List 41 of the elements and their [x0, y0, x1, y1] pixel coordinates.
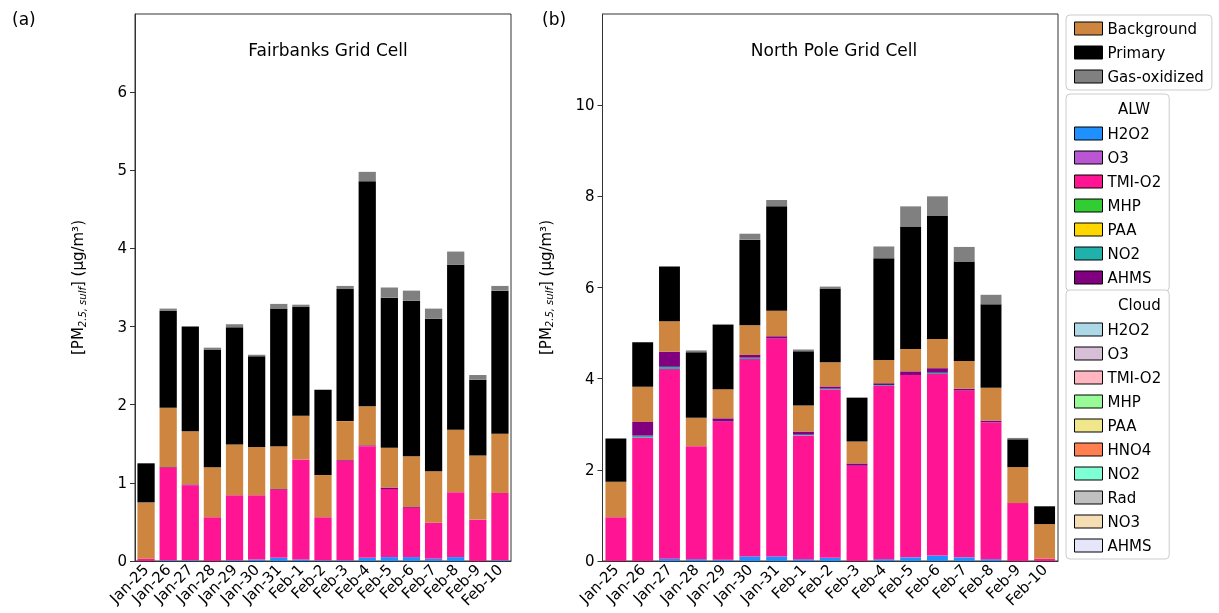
y-tick-label: 4	[584, 369, 595, 388]
legend-label: NO2	[1107, 464, 1141, 483]
legend-label: NO2	[1107, 244, 1141, 263]
legend-label: O3	[1107, 148, 1129, 167]
y-axis-title: [PM2.5, sulf] (µg/m³)	[69, 219, 88, 356]
text: Fairbanks Grid Cell	[248, 39, 408, 60]
legend-label: PAA	[1107, 220, 1138, 239]
legend-label: Gas-oxidized	[1107, 67, 1204, 86]
y-tick-label: 6	[117, 83, 127, 102]
legend-label: TMI-O2	[1106, 368, 1162, 387]
y-tick-label: 8	[584, 187, 595, 206]
y-axis-title: [PM2.5, sulf] (µg/m³)	[536, 219, 555, 356]
y-tick-label: 3	[117, 317, 127, 336]
legend-label: O3	[1107, 344, 1129, 363]
legend-label: MHP	[1107, 196, 1141, 215]
text: ALW	[1118, 99, 1151, 118]
legend-label: TMI-O2	[1106, 172, 1162, 191]
text: North Pole Grid Cell	[750, 39, 918, 60]
legend-label: NO3	[1107, 512, 1141, 531]
text: (a)	[12, 8, 36, 29]
y-tick-label: 6	[584, 278, 595, 297]
y-tick-label: 1	[117, 473, 127, 492]
y-tick-label: 5	[117, 161, 127, 180]
y-tick-label: 2	[117, 395, 127, 414]
y-tick-label: 0	[584, 552, 595, 570]
y-tick-label: 4	[117, 239, 127, 258]
legend-label: HNO4	[1107, 440, 1152, 459]
text: (b)	[542, 8, 567, 29]
legend-label: AHMS	[1107, 536, 1152, 555]
legend-label: H2O2	[1107, 320, 1150, 339]
legend-label: H2O2	[1107, 124, 1150, 143]
legend-label: Background	[1107, 19, 1197, 38]
text: Cloud	[1117, 295, 1161, 314]
y-tick-label: 10	[575, 96, 595, 115]
legend-label: MHP	[1107, 392, 1141, 411]
legend-label: Rad	[1107, 488, 1137, 507]
y-tick-label: 0	[117, 552, 127, 570]
legend-label: Primary	[1107, 43, 1166, 62]
y-tick-label: 2	[584, 460, 595, 479]
legend-label: PAA	[1107, 416, 1138, 435]
legend-label: AHMS	[1107, 268, 1152, 287]
